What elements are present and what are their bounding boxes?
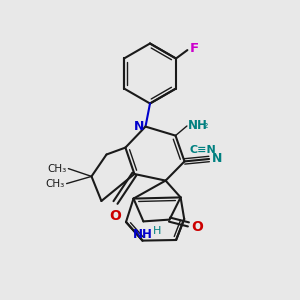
Text: CH₃: CH₃ — [47, 164, 66, 174]
Text: N: N — [134, 120, 144, 133]
Text: F: F — [190, 42, 199, 55]
Text: CH₃: CH₃ — [45, 178, 64, 189]
Text: O: O — [110, 209, 122, 223]
Text: NH: NH — [133, 228, 153, 241]
Text: O: O — [191, 220, 203, 234]
Text: NH: NH — [188, 118, 208, 132]
Text: N: N — [212, 152, 222, 165]
Text: ₂: ₂ — [203, 120, 208, 130]
Text: C≡N: C≡N — [189, 145, 216, 155]
Text: H: H — [152, 226, 161, 236]
